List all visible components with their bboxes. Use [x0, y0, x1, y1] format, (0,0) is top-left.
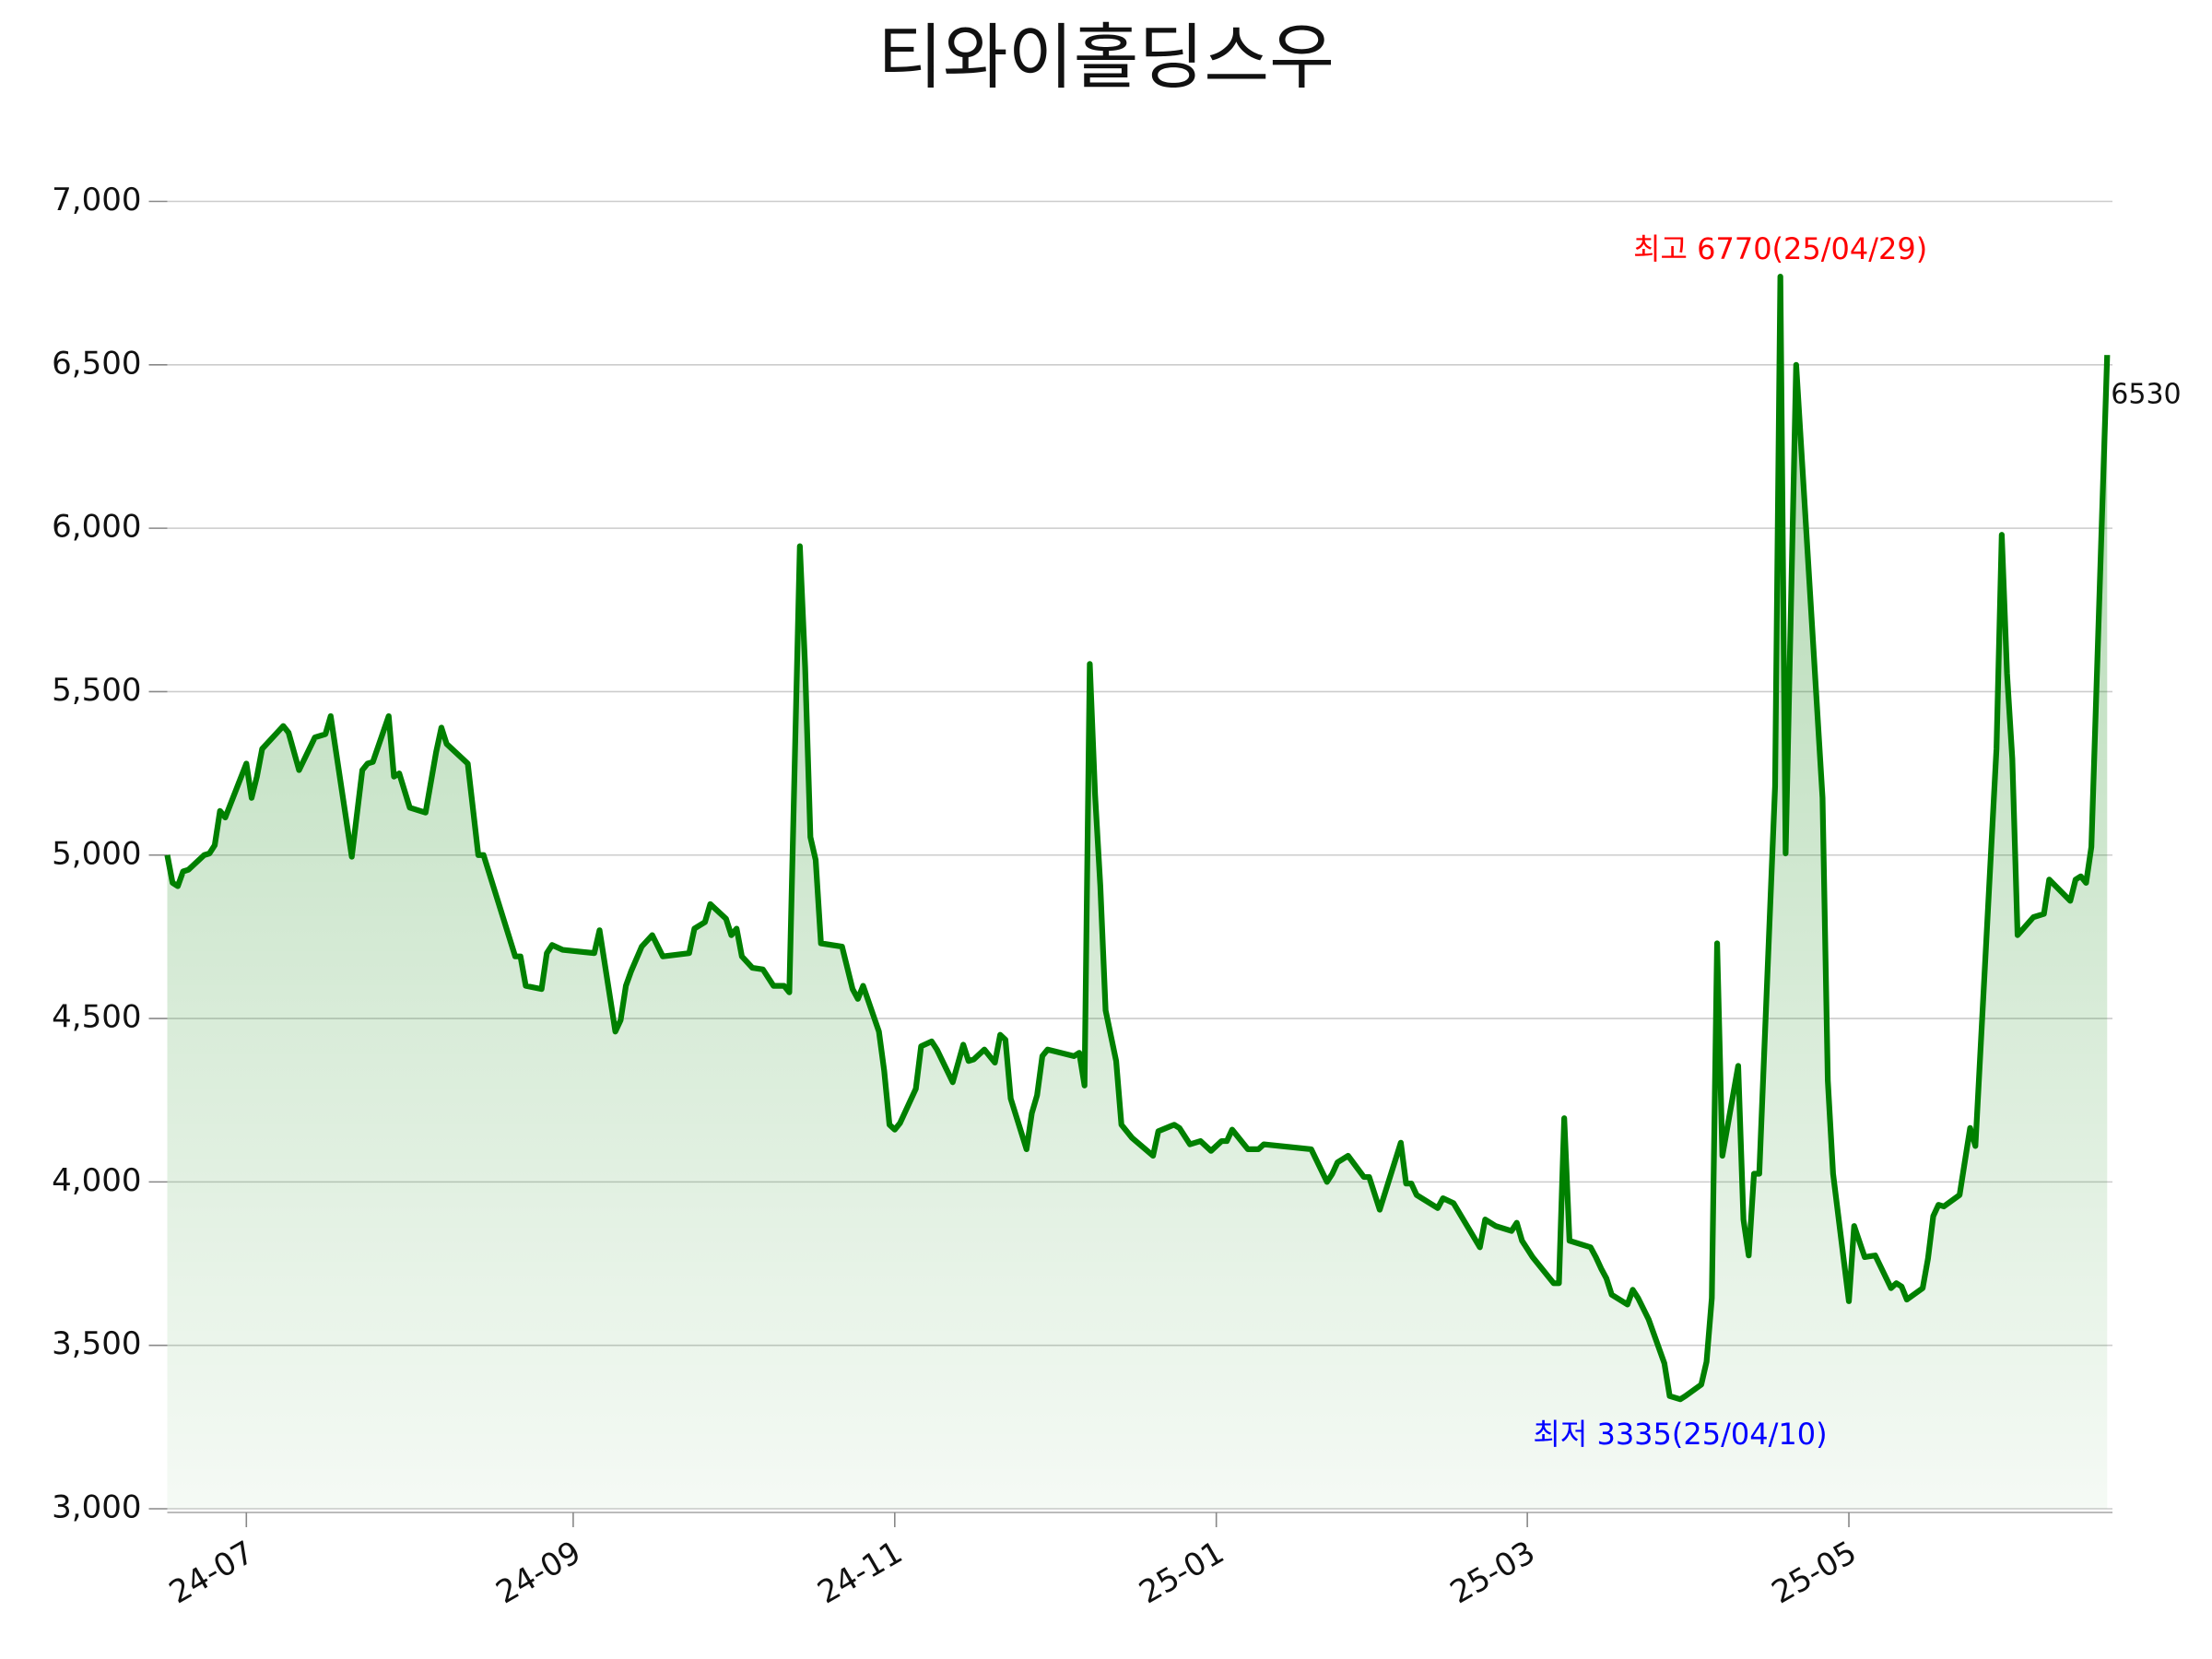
y-tick-label: 6,500	[52, 345, 141, 382]
y-tick-label: 6,000	[52, 509, 141, 546]
x-tick-label: 24-09	[490, 1534, 588, 1611]
max-annotation: 최고 6770(25/04/29)	[1633, 231, 1927, 266]
y-tick-label: 5,500	[52, 672, 141, 709]
min-annotation: 최저 3335(25/04/10)	[1533, 1417, 1827, 1452]
last-value-label: 6530	[2111, 379, 2181, 411]
y-tick-label: 4,500	[52, 999, 141, 1036]
x-tick-label: 25-03	[1444, 1534, 1542, 1611]
x-tick-label: 24-11	[811, 1534, 909, 1611]
x-tick-label: 24-07	[163, 1534, 261, 1611]
chart-title: 티와이홀딩스우	[877, 18, 1335, 100]
line	[164, 273, 2111, 1403]
y-tick-label: 3,000	[52, 1489, 141, 1526]
x-tick-label: 25-05	[1766, 1534, 1864, 1611]
y-tick-label: 3,500	[52, 1325, 141, 1362]
area	[167, 276, 2108, 1509]
y-tick-label: 7,000	[52, 182, 141, 218]
x-tick-label: 25-01	[1133, 1534, 1230, 1611]
y-tick-label: 5,000	[52, 835, 141, 872]
y-tick-label: 4,000	[52, 1162, 141, 1199]
